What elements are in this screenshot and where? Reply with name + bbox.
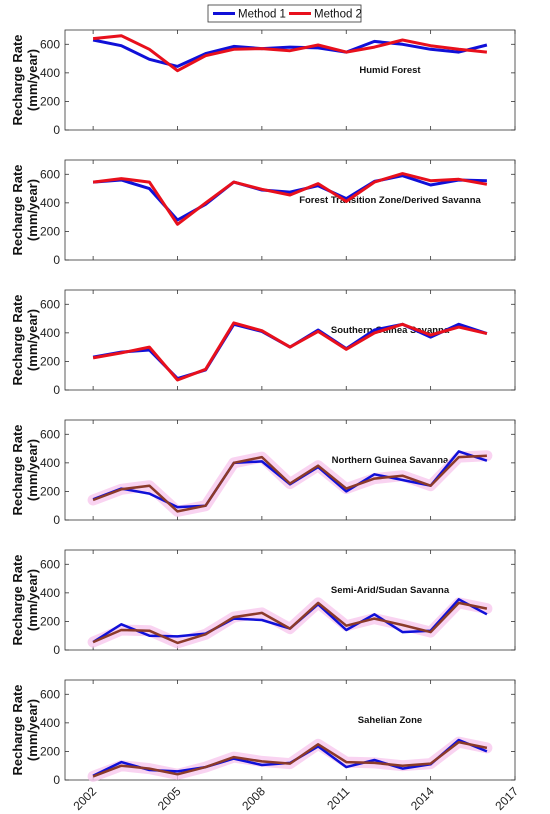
panel-title: Humid Forest — [359, 65, 421, 76]
x-tick-label: 2002 — [70, 784, 99, 813]
x-tick-label: 2014 — [408, 784, 437, 813]
y-tick-label: 600 — [40, 687, 60, 701]
y-tick-label: 400 — [40, 66, 60, 80]
panel-title: Sahelian Zone — [358, 715, 422, 726]
y-tick-label: 0 — [53, 773, 60, 787]
plot-area — [64, 29, 516, 131]
y-tick-label: 0 — [53, 253, 60, 267]
panel-title: Northern Guinea Savanna — [332, 455, 449, 466]
legend-box — [207, 4, 362, 23]
series-method-2-line — [92, 321, 488, 382]
y-axis-label: Recharge Rate(mm/year) — [10, 164, 40, 255]
y-tick-label: 400 — [40, 326, 60, 340]
y-tick-label: 400 — [40, 586, 60, 600]
y-tick-label: 600 — [40, 37, 60, 51]
legend-label-method-1: Method 1 — [238, 9, 286, 21]
series-method-1-line — [92, 174, 487, 222]
legend-label-method-2: Method 2 — [314, 9, 362, 21]
y-tick-label: 0 — [53, 383, 60, 397]
x-tick-label: 2017 — [492, 784, 521, 813]
series-method-2-line — [92, 172, 488, 226]
x-tick-label: 2005 — [155, 784, 184, 813]
y-axis-label: Recharge Rate(mm/year) — [10, 424, 40, 515]
y-tick-label: 200 — [40, 224, 60, 238]
y-tick-label: 0 — [53, 643, 60, 657]
legend: Method 1 Method 2 — [207, 4, 362, 23]
y-tick-label: 400 — [40, 716, 60, 730]
panel-title: Semi-Arid/Sudan Savanna — [331, 585, 450, 596]
series-method-2-line — [92, 34, 488, 73]
y-tick-label: 200 — [40, 354, 60, 368]
series-method-1-line — [92, 38, 488, 68]
y-tick-label: 0 — [53, 123, 60, 137]
y-tick-label: 600 — [40, 297, 60, 311]
y-tick-label: 400 — [40, 456, 60, 470]
y-tick-label: 200 — [40, 614, 60, 628]
y-tick-label: 0 — [53, 513, 60, 527]
y-tick-label: 600 — [40, 427, 60, 441]
x-tick-label: 2008 — [239, 784, 268, 813]
series-method-2-line — [92, 454, 487, 513]
series-method-2-line — [92, 740, 488, 778]
panel-title: Forest Transition Zone/Derived Savanna — [299, 195, 481, 206]
y-tick-label: 200 — [40, 744, 60, 758]
y-tick-label: 600 — [40, 167, 60, 181]
y-axis-label: Recharge Rate(mm/year) — [10, 554, 40, 645]
x-tick-label: 2011 — [324, 784, 352, 812]
plot-area — [64, 159, 516, 261]
plot-area — [64, 289, 516, 391]
y-tick-label: 200 — [40, 94, 60, 108]
series-method-2-line — [92, 601, 488, 645]
y-axis-label: Recharge Rate(mm/year) — [10, 684, 40, 775]
y-axis-label: Recharge Rate(mm/year) — [10, 34, 40, 125]
y-tick-label: 600 — [40, 557, 60, 571]
y-tick-label: 400 — [40, 196, 60, 210]
y-axis-label: Recharge Rate(mm/year) — [10, 294, 40, 385]
panel-title: Southern Guinea Savanna — [331, 325, 450, 336]
y-tick-label: 200 — [40, 484, 60, 498]
